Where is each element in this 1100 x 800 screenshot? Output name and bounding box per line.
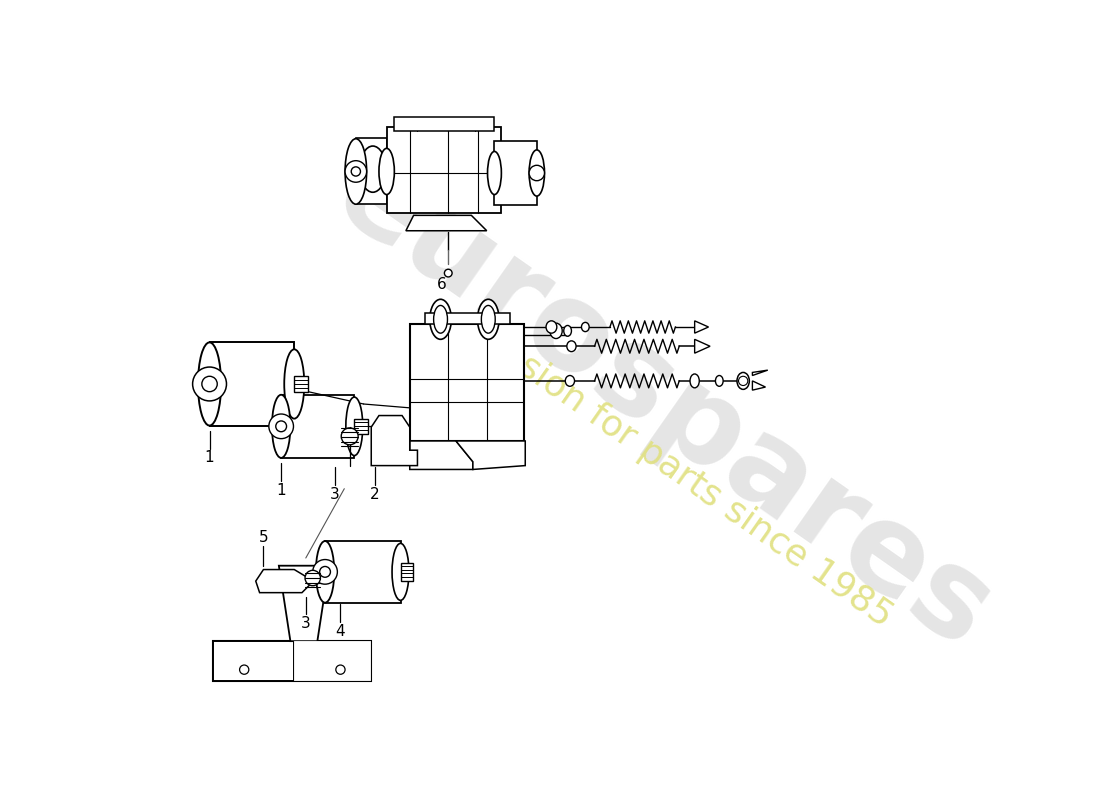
Circle shape: [276, 421, 286, 432]
Bar: [213, 641, 372, 682]
Polygon shape: [752, 381, 766, 390]
Bar: [495, 141, 537, 206]
Bar: [387, 126, 500, 213]
Circle shape: [351, 167, 361, 176]
Circle shape: [341, 428, 359, 445]
Ellipse shape: [345, 397, 363, 455]
Ellipse shape: [316, 541, 334, 602]
Bar: [425, 313, 510, 324]
Ellipse shape: [284, 350, 305, 418]
Polygon shape: [455, 441, 526, 470]
Ellipse shape: [482, 306, 495, 333]
Circle shape: [320, 566, 330, 578]
Polygon shape: [695, 339, 711, 353]
Ellipse shape: [565, 375, 574, 386]
Ellipse shape: [392, 543, 409, 600]
Ellipse shape: [360, 146, 386, 192]
Ellipse shape: [433, 306, 448, 333]
Bar: [395, 117, 495, 130]
Circle shape: [268, 414, 294, 438]
Ellipse shape: [487, 151, 502, 194]
Polygon shape: [279, 566, 329, 641]
Bar: [209, 342, 295, 426]
Circle shape: [240, 665, 249, 674]
Bar: [409, 324, 524, 441]
Circle shape: [345, 161, 366, 182]
Ellipse shape: [550, 323, 562, 338]
Circle shape: [305, 570, 320, 586]
Polygon shape: [255, 570, 314, 593]
Polygon shape: [295, 641, 372, 682]
Ellipse shape: [690, 374, 700, 388]
Text: 5: 5: [258, 530, 268, 545]
Ellipse shape: [529, 150, 544, 196]
Bar: [373, 146, 404, 192]
Circle shape: [192, 367, 227, 401]
Text: passion for parts since 1985: passion for parts since 1985: [460, 313, 899, 634]
Bar: [282, 394, 354, 458]
Polygon shape: [409, 441, 473, 470]
Ellipse shape: [582, 322, 590, 332]
Ellipse shape: [378, 148, 394, 194]
Ellipse shape: [345, 138, 366, 204]
Polygon shape: [406, 215, 486, 230]
Bar: [326, 541, 400, 602]
Ellipse shape: [563, 326, 572, 336]
Circle shape: [738, 376, 748, 386]
Circle shape: [202, 376, 218, 392]
Ellipse shape: [737, 373, 749, 390]
Ellipse shape: [715, 375, 723, 386]
Ellipse shape: [198, 342, 221, 426]
Text: 4: 4: [336, 624, 345, 638]
Bar: [295, 376, 308, 392]
Text: 1: 1: [276, 482, 286, 498]
Bar: [400, 562, 412, 581]
Text: 1: 1: [205, 450, 214, 466]
Ellipse shape: [430, 299, 451, 339]
Ellipse shape: [272, 394, 290, 458]
Bar: [356, 138, 387, 204]
Bar: [354, 418, 368, 434]
Circle shape: [444, 270, 452, 277]
Bar: [213, 641, 295, 682]
Polygon shape: [695, 321, 708, 333]
Text: 3: 3: [301, 616, 310, 631]
Text: eurospares: eurospares: [314, 134, 1014, 674]
Ellipse shape: [546, 321, 557, 333]
Polygon shape: [372, 415, 418, 466]
Text: 2: 2: [371, 486, 380, 502]
Circle shape: [312, 559, 338, 584]
Circle shape: [529, 166, 544, 181]
Polygon shape: [752, 370, 768, 375]
Ellipse shape: [566, 341, 576, 352]
Bar: [295, 641, 372, 682]
Circle shape: [336, 665, 345, 674]
Text: 3: 3: [330, 486, 340, 502]
Text: 6: 6: [437, 277, 447, 292]
Ellipse shape: [477, 299, 499, 339]
